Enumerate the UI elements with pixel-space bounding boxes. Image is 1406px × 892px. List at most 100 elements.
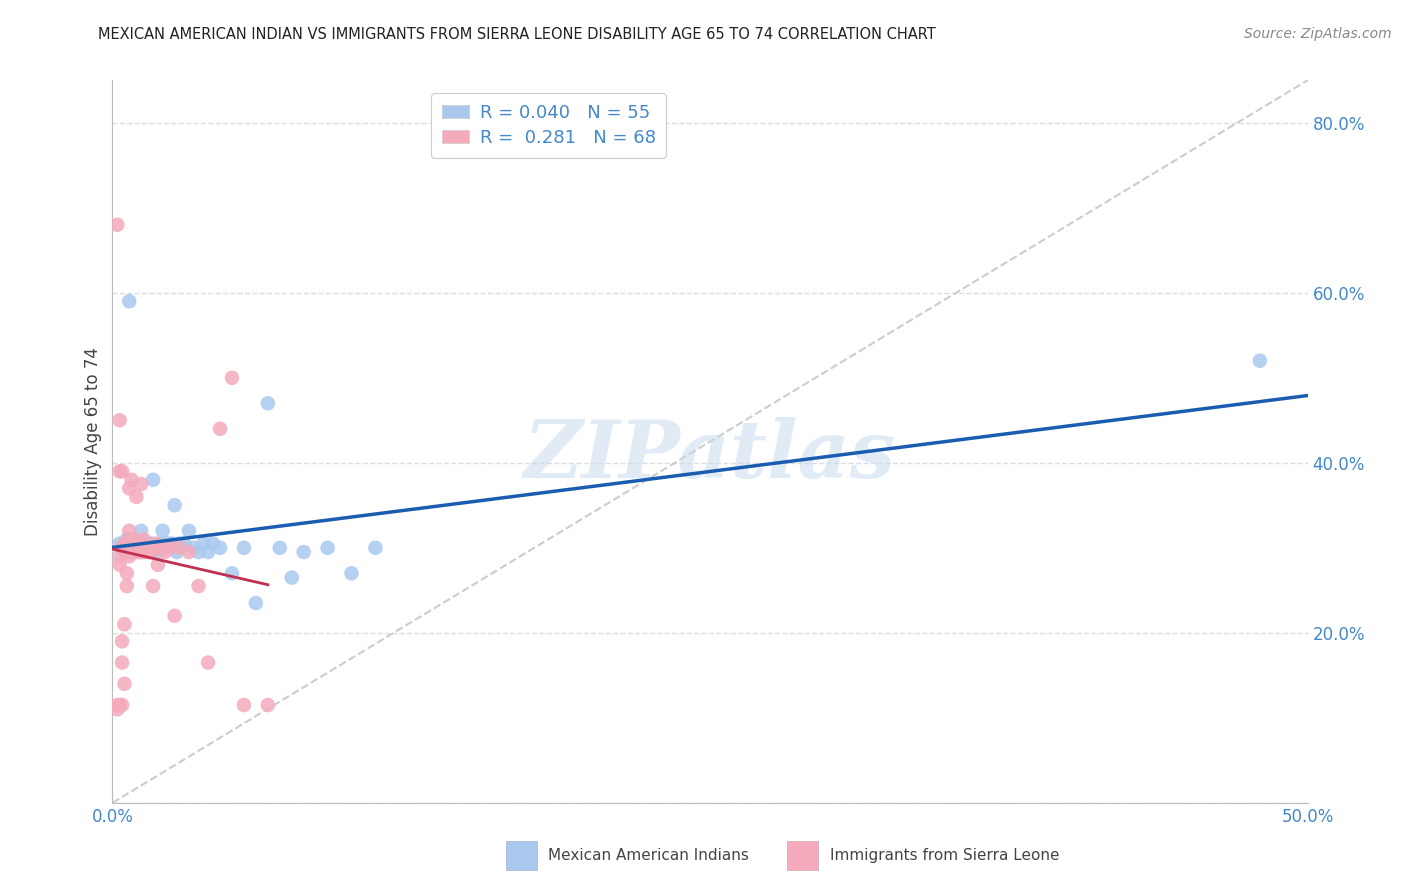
Point xyxy=(129,524,152,538)
Point xyxy=(111,464,134,478)
Point xyxy=(125,536,148,550)
Point xyxy=(281,570,304,584)
Point xyxy=(132,545,155,559)
Point xyxy=(1249,353,1271,368)
Point xyxy=(111,541,134,555)
Point xyxy=(105,698,128,712)
Point xyxy=(132,541,155,555)
Point xyxy=(115,579,138,593)
Point xyxy=(364,541,387,555)
Point xyxy=(193,536,215,550)
Point xyxy=(233,541,256,555)
Point xyxy=(129,536,152,550)
Point xyxy=(177,545,200,559)
Point xyxy=(145,541,167,555)
Point xyxy=(122,545,145,559)
Text: MEXICAN AMERICAN INDIAN VS IMMIGRANTS FROM SIERRA LEONE DISABILITY AGE 65 TO 74 : MEXICAN AMERICAN INDIAN VS IMMIGRANTS FR… xyxy=(98,27,936,42)
Point xyxy=(146,558,169,572)
Point xyxy=(105,218,128,232)
Point xyxy=(149,541,172,555)
Point xyxy=(138,541,160,555)
Text: Source: ZipAtlas.com: Source: ZipAtlas.com xyxy=(1244,27,1392,41)
Point xyxy=(111,656,134,670)
Point xyxy=(114,541,135,555)
Point xyxy=(121,533,143,547)
Point xyxy=(111,541,134,555)
Point xyxy=(108,536,131,550)
Legend: R = 0.040   N = 55, R =  0.281   N = 68: R = 0.040 N = 55, R = 0.281 N = 68 xyxy=(430,93,666,158)
Point xyxy=(138,545,160,559)
Point xyxy=(162,536,183,550)
Y-axis label: Disability Age 65 to 74: Disability Age 65 to 74 xyxy=(84,347,103,536)
Point xyxy=(201,536,224,550)
Point xyxy=(122,533,145,547)
Bar xyxy=(787,841,818,870)
Point xyxy=(197,545,219,559)
Point xyxy=(163,498,186,512)
Point xyxy=(145,536,167,550)
Point xyxy=(105,702,128,716)
Point xyxy=(145,541,167,555)
Point xyxy=(115,536,138,550)
Point xyxy=(269,541,291,555)
Point xyxy=(108,413,131,427)
Point xyxy=(257,396,280,410)
Point xyxy=(125,536,148,550)
Point xyxy=(118,294,141,309)
Point xyxy=(142,579,165,593)
Point xyxy=(108,558,131,572)
Point xyxy=(121,533,143,547)
Text: Mexican American Indians: Mexican American Indians xyxy=(548,848,749,863)
Point xyxy=(115,545,138,559)
Point xyxy=(128,541,150,555)
Point xyxy=(121,541,143,555)
Bar xyxy=(506,841,537,870)
Point xyxy=(177,524,200,538)
Point xyxy=(115,545,138,559)
Point xyxy=(142,473,165,487)
Point xyxy=(128,541,150,555)
Point xyxy=(114,536,135,550)
Point xyxy=(139,545,162,559)
Point xyxy=(209,422,232,436)
Point xyxy=(159,541,181,555)
Point xyxy=(118,541,141,555)
Point xyxy=(108,464,131,478)
Point xyxy=(146,545,169,559)
Point xyxy=(257,698,280,712)
Point xyxy=(152,524,174,538)
Point xyxy=(138,536,160,550)
Point xyxy=(118,524,141,538)
Point xyxy=(111,698,134,712)
Point xyxy=(183,541,205,555)
Text: ZIPatlas: ZIPatlas xyxy=(524,417,896,495)
Point xyxy=(121,541,143,555)
Point xyxy=(153,541,176,555)
Point xyxy=(132,536,155,550)
Point xyxy=(166,545,188,559)
Point xyxy=(121,541,143,555)
Point xyxy=(163,608,186,623)
Point xyxy=(114,677,135,691)
Point xyxy=(135,545,157,559)
Point xyxy=(169,541,191,555)
Point xyxy=(221,566,243,581)
Point xyxy=(125,490,148,504)
Text: Immigrants from Sierra Leone: Immigrants from Sierra Leone xyxy=(830,848,1059,863)
Point xyxy=(129,545,152,559)
Point xyxy=(245,596,267,610)
Point xyxy=(114,545,135,559)
Point xyxy=(159,541,181,555)
Point xyxy=(316,541,339,555)
Point xyxy=(122,541,145,555)
Point xyxy=(125,541,148,555)
Point xyxy=(187,579,209,593)
Point xyxy=(125,545,148,559)
Point xyxy=(108,698,131,712)
Point xyxy=(114,617,135,632)
Point xyxy=(197,656,219,670)
Point xyxy=(108,549,131,564)
Point xyxy=(114,541,135,555)
Point xyxy=(149,536,172,550)
Point xyxy=(118,541,141,555)
